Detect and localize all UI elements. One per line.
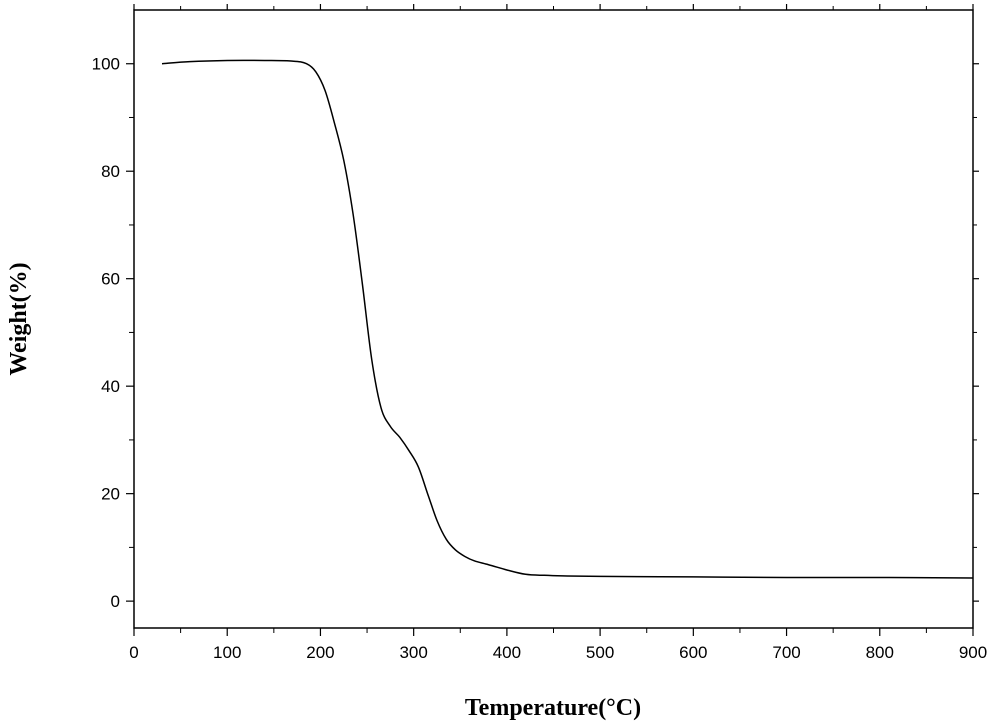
- weight-curve: [162, 60, 973, 578]
- x-tick-label: 400: [493, 643, 521, 662]
- x-tick-label: 300: [399, 643, 427, 662]
- y-tick-label: 60: [101, 270, 120, 289]
- x-tick-label: 900: [959, 643, 987, 662]
- x-axis-title: Temperature(°C): [465, 695, 641, 721]
- x-tick-label: 0: [129, 643, 138, 662]
- y-axis-title: Weight(%): [6, 262, 32, 375]
- x-tick-label: 200: [306, 643, 334, 662]
- plot-frame: [134, 10, 973, 628]
- y-tick-label: 100: [92, 55, 120, 74]
- tick-marks: [126, 4, 979, 636]
- x-tick-label: 800: [866, 643, 894, 662]
- y-tick-label: 20: [101, 485, 120, 504]
- y-tick-label: 40: [101, 377, 120, 396]
- x-tick-label: 600: [679, 643, 707, 662]
- x-tick-label: 500: [586, 643, 614, 662]
- y-tick-label: 0: [111, 592, 120, 611]
- x-tick-label: 100: [213, 643, 241, 662]
- x-tick-label: 700: [772, 643, 800, 662]
- y-tick-label: 80: [101, 162, 120, 181]
- y-tick-labels: 0 20 40 60 80 100: [92, 55, 120, 611]
- x-tick-labels: 0 100 200 300 400 500 600 700 800 900: [129, 643, 987, 662]
